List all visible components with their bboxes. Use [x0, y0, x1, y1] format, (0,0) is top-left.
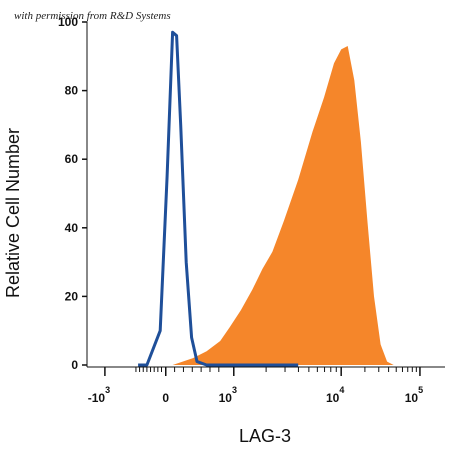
- x-axis-title: LAG-3: [239, 426, 291, 446]
- y-tick-label: 60: [65, 152, 79, 166]
- x-tick-label: -103: [88, 385, 110, 405]
- x-tick-label: 105: [405, 385, 423, 405]
- y-tick-label: 80: [65, 84, 79, 98]
- isotype-control-histogram: [138, 30, 299, 367]
- x-tick-label: 0: [162, 391, 169, 405]
- y-tick-label: 40: [65, 221, 79, 235]
- y-tick-label: 100: [58, 15, 78, 29]
- y-axis-ticks: 0 20 40 60 80 100: [58, 15, 87, 372]
- x-tick-label: 104: [326, 385, 344, 405]
- y-axis-title: Relative Cell Number: [3, 128, 23, 298]
- y-tick-label: 20: [65, 289, 79, 303]
- watermark-text: with permission from R&D Systems: [14, 10, 171, 22]
- positive-stain-histogram: [172, 46, 394, 365]
- x-axis-ticks: -103 0 103 104 105: [88, 367, 423, 405]
- plot-area: [138, 30, 394, 367]
- y-tick-label: 0: [71, 358, 78, 372]
- x-tick-label: 103: [219, 385, 237, 405]
